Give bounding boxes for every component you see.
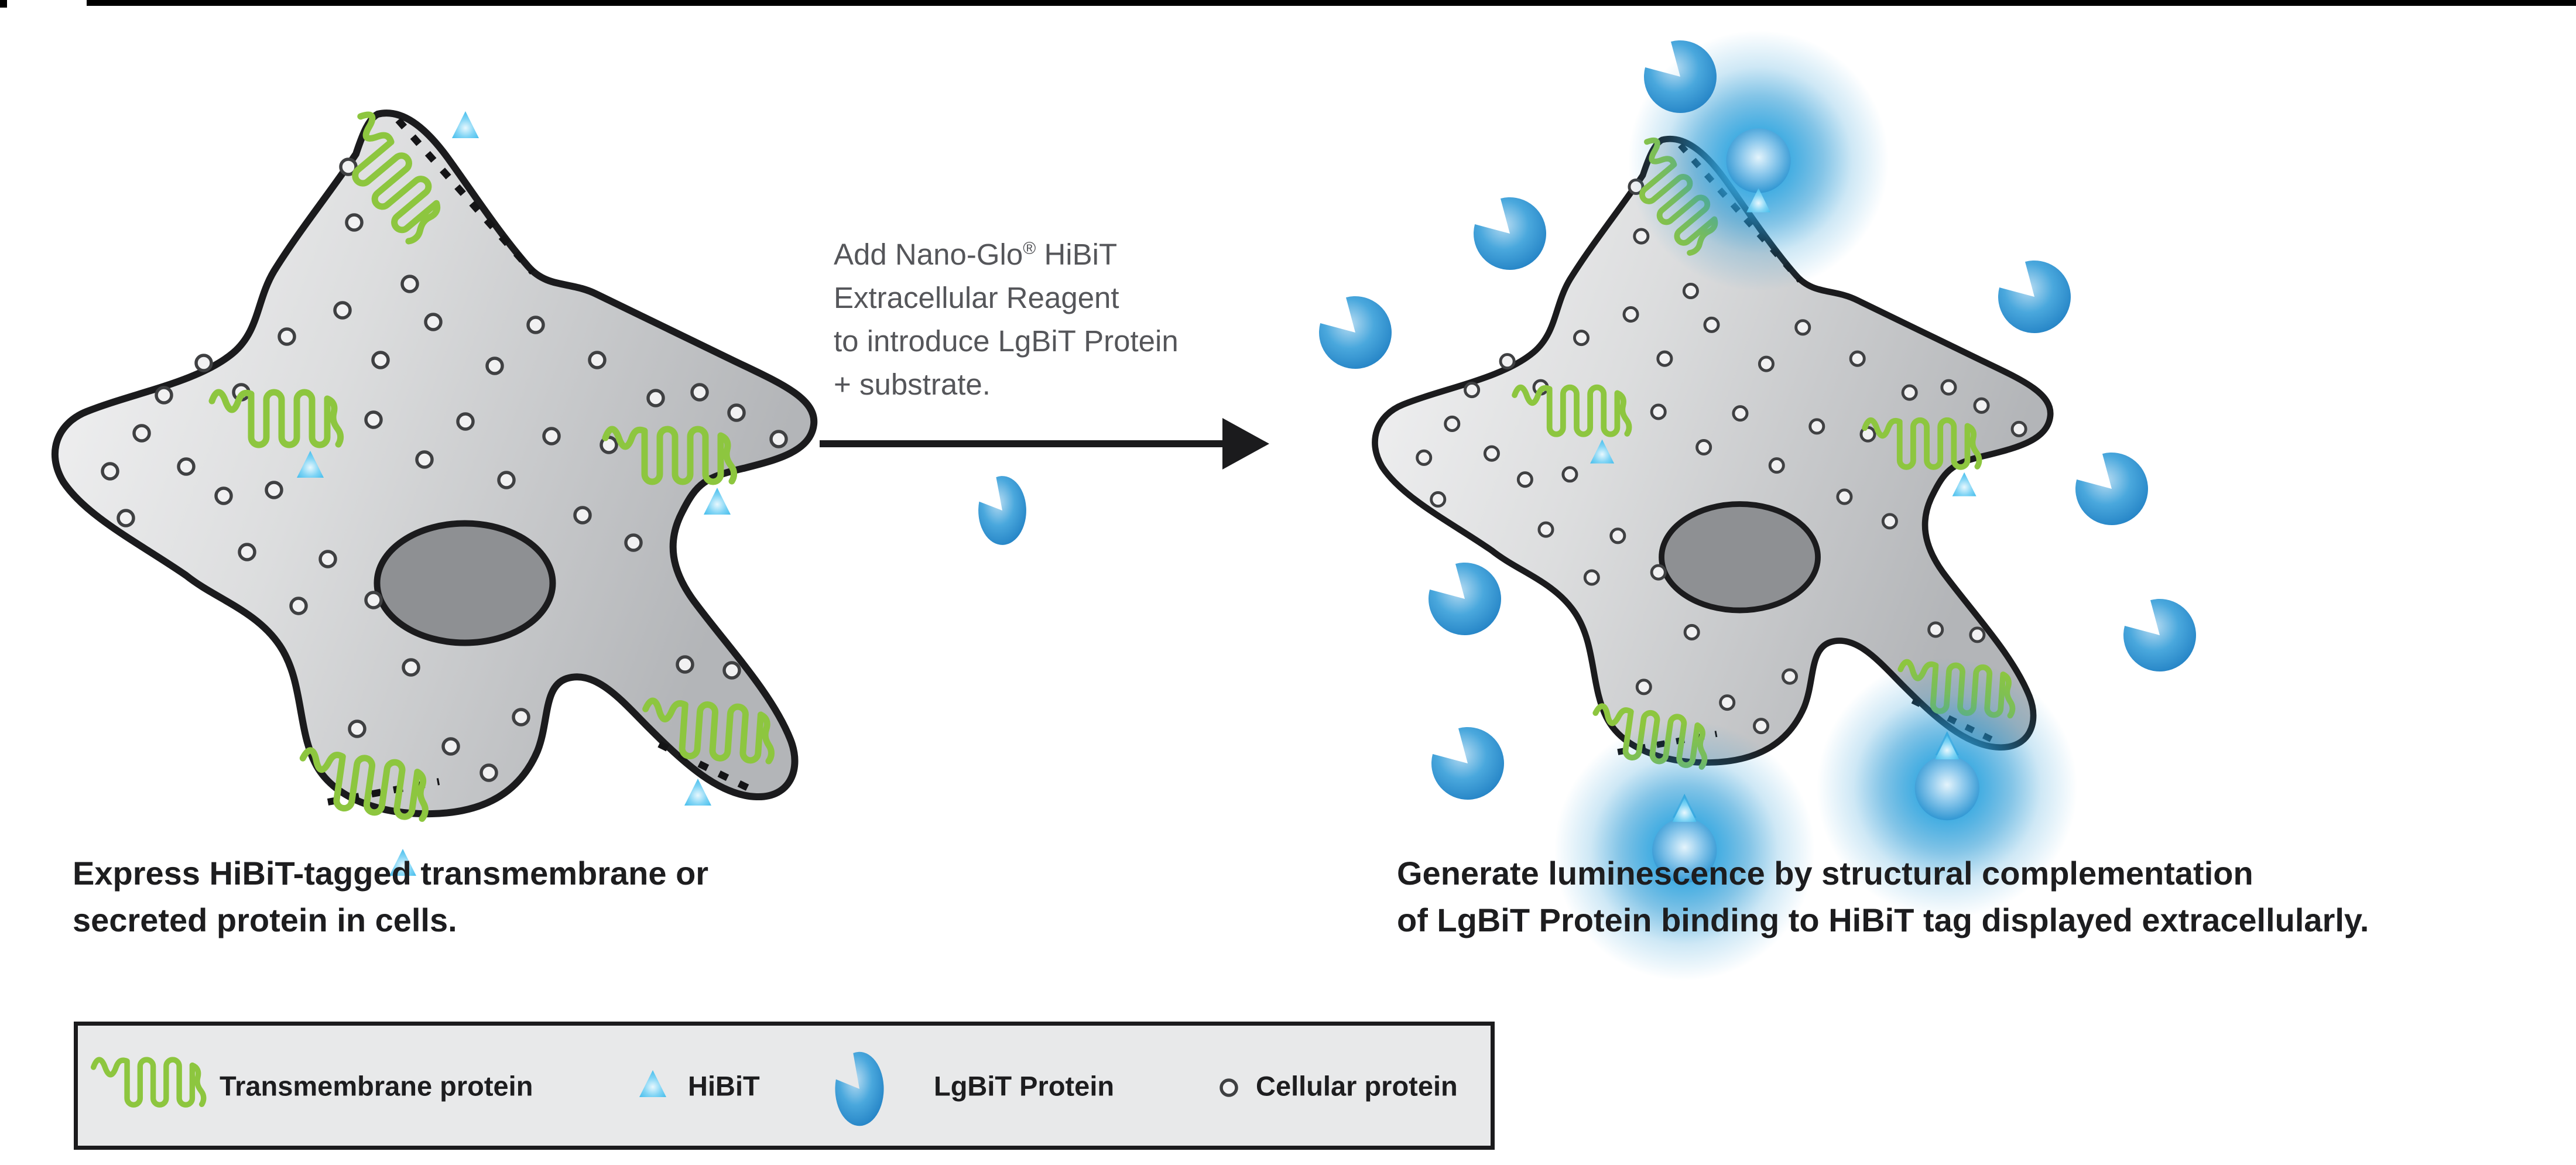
reaction-step-line4: + substrate.: [834, 368, 991, 401]
transmembrane-protein-icon: [88, 1035, 214, 1143]
reaction-arrow: [820, 418, 1269, 470]
reaction-step-line1: Add Nano-Glo® HiBiT: [834, 238, 1118, 271]
left-cell-caption: Express HiBiT-tagged transmembrane or se…: [73, 855, 709, 938]
hibit-icon: [639, 1070, 666, 1097]
lgbit-protein-icon: [1644, 40, 1717, 113]
legend-label: LgBiT Protein: [934, 1070, 1115, 1101]
reaction-step-line2: Extracellular Reagent: [834, 281, 1119, 314]
reaction-step-text: Add Nano-Glo® HiBiT Extracellular Reagen…: [834, 233, 1290, 406]
legend-label: Transmembrane protein: [220, 1070, 533, 1101]
lgbit-protein-icon: [1429, 562, 1501, 635]
top-left-accent-mark: [0, 0, 7, 8]
bound-lgbit-protein: [1726, 128, 1791, 193]
reaction-step-line3: to introduce LgBiT Protein: [834, 324, 1179, 358]
cell-with-luminescence: [1375, 30, 2078, 981]
lgbit-protein-icon: [1998, 260, 2071, 333]
lgbit-protein-icon: [1319, 296, 1392, 369]
lgbit-protein-icon: [1431, 727, 1504, 800]
lgbit-protein-icon: [1474, 197, 1546, 270]
bound-lgbit-protein: [1652, 818, 1717, 883]
cellular-protein-icon: [1220, 1078, 1238, 1097]
lgbit-protein-icon: [2075, 452, 2148, 525]
bound-lgbit-protein: [1914, 755, 1979, 821]
hibit-icon: [452, 111, 479, 138]
lgbit-protein-icon: [978, 476, 1026, 545]
lgbit-protein-icon: [835, 1051, 884, 1126]
top-rule-bar: [87, 0, 2576, 6]
cell-expressing-hibit: [55, 111, 814, 876]
lgbit-protein-icon: [2123, 598, 2196, 671]
legend: Transmembrane protein HiBiT LgBiT Protei…: [74, 1022, 1495, 1150]
legend-label: Cellular protein: [1256, 1070, 1458, 1101]
legend-label: HiBiT: [688, 1070, 760, 1101]
right-cell-caption: Generate luminescence by structural comp…: [1397, 855, 2369, 938]
